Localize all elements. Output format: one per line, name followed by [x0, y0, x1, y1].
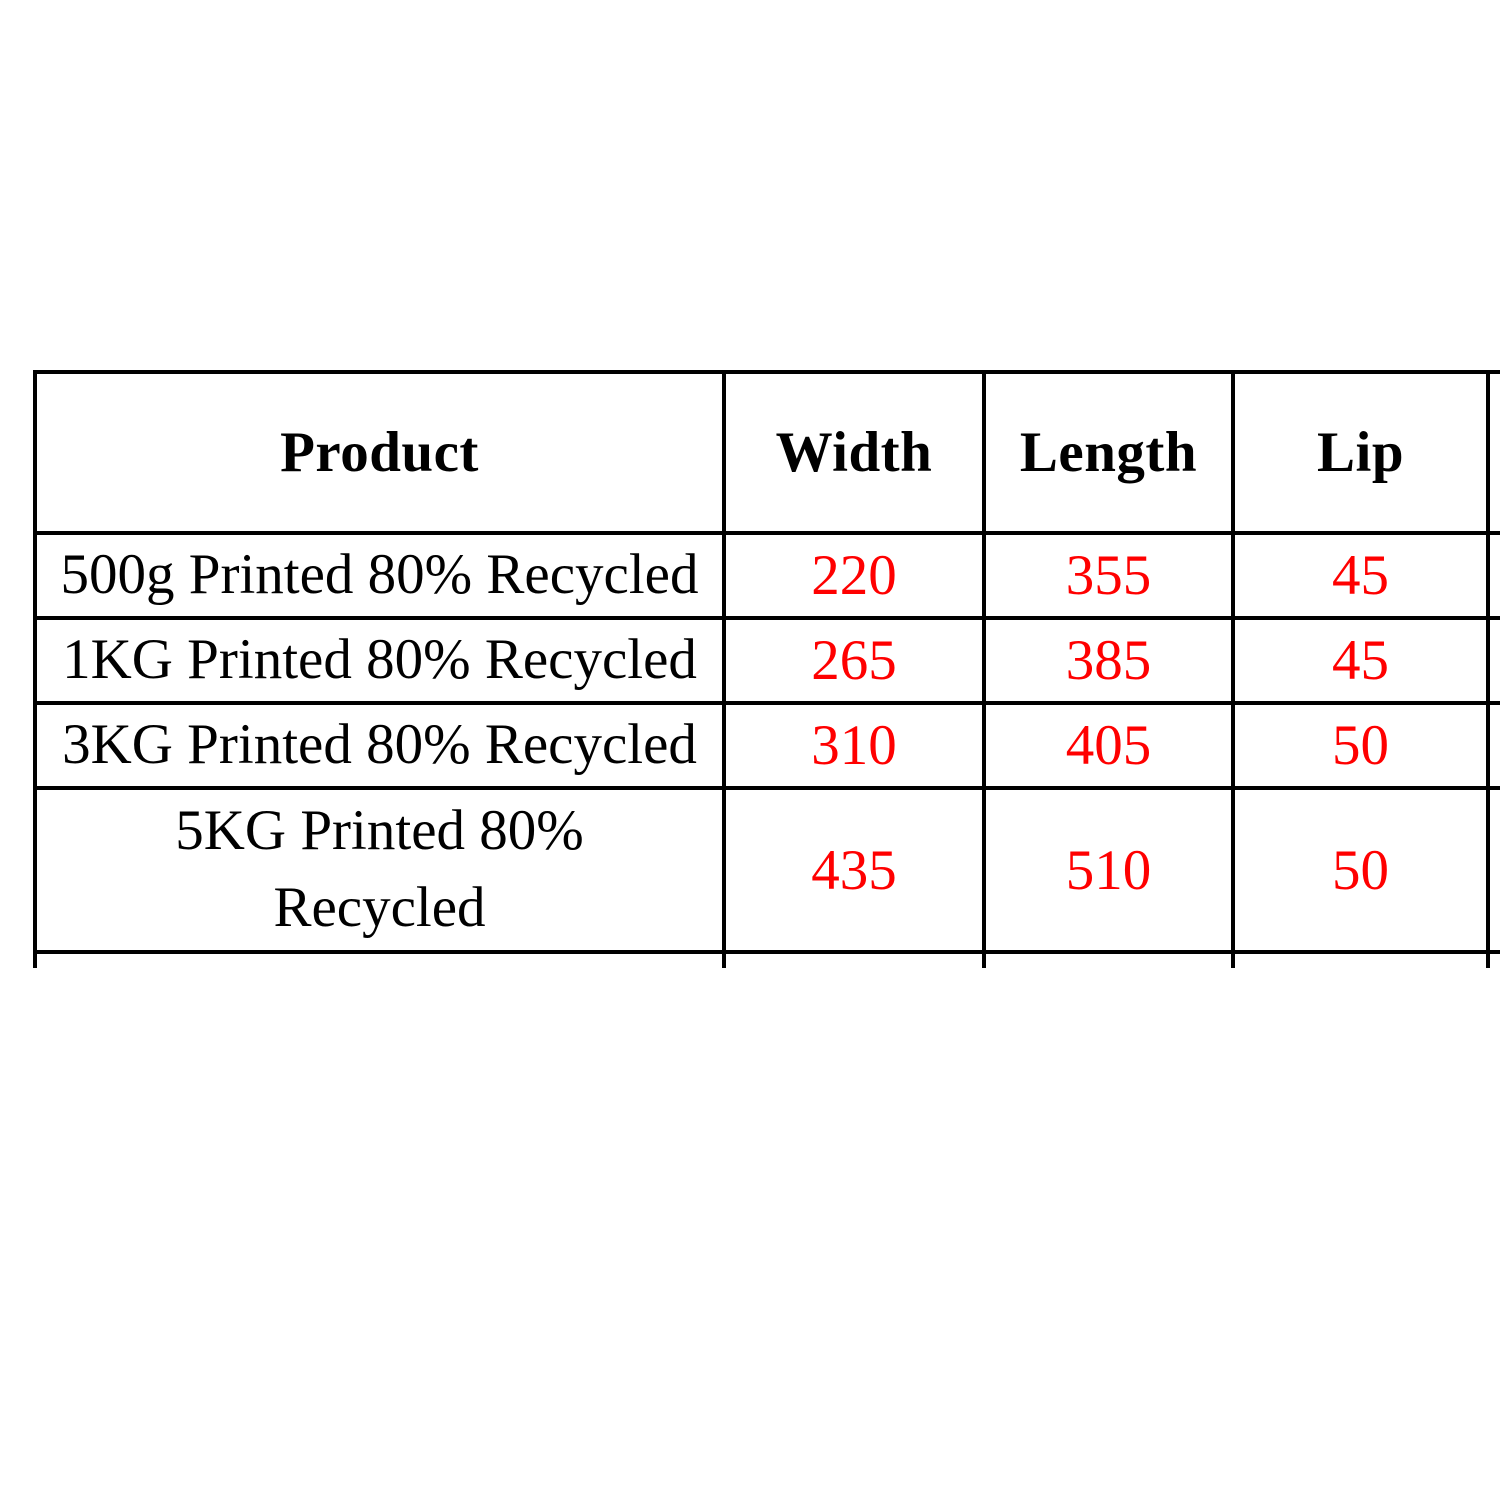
width-value-cell: 265 — [722, 616, 986, 705]
width-value-cell: 435 — [722, 786, 986, 954]
length-value-cell: 405 — [982, 701, 1235, 790]
empty-cell — [982, 950, 1235, 968]
product-name-cell: 5KG Printed 80% Recycled — [33, 786, 726, 954]
length-value-cell: 385 — [982, 616, 1235, 705]
cutoff-cell — [1486, 786, 1500, 954]
width-value-cell: 310 — [722, 701, 986, 790]
table-row-1kg: 1KG Printed 80% Recycled 265 385 45 — [33, 616, 1500, 705]
lip-value-cell: 50 — [1231, 701, 1490, 790]
table-viewport: Product Width Length Lip 500g Printed 80… — [33, 370, 1500, 968]
product-name-cell: 1KG Printed 80% Recycled — [33, 616, 726, 705]
product-name-cell: 3KG Printed 80% Recycled — [33, 701, 726, 790]
header-cell-width: Width — [722, 370, 986, 535]
lip-value-cell: 45 — [1231, 616, 1490, 705]
length-value-cell: 510 — [982, 786, 1235, 954]
product-dimensions-table: Product Width Length Lip 500g Printed 80… — [33, 370, 1500, 968]
empty-cell — [722, 950, 986, 968]
table-row-500g: 500g Printed 80% Recycled 220 355 45 — [33, 531, 1500, 620]
header-cell-product: Product — [33, 370, 726, 535]
empty-cell — [1486, 950, 1500, 968]
table-row-3kg: 3KG Printed 80% Recycled 310 405 50 — [33, 701, 1500, 790]
length-value-cell: 355 — [982, 531, 1235, 620]
partial-cutoff-row — [33, 950, 1500, 968]
width-value-cell: 220 — [722, 531, 986, 620]
cutoff-cell — [1486, 616, 1500, 705]
header-cell-cutoff — [1486, 370, 1500, 535]
lip-value-cell: 45 — [1231, 531, 1490, 620]
header-cell-length: Length — [982, 370, 1235, 535]
header-cell-lip: Lip — [1231, 370, 1490, 535]
empty-cell — [33, 950, 726, 968]
table-row-5kg: 5KG Printed 80% Recycled 435 510 50 — [33, 786, 1500, 954]
product-name-cell: 500g Printed 80% Recycled — [33, 531, 726, 620]
table-header-row: Product Width Length Lip — [33, 370, 1500, 535]
cutoff-cell — [1486, 701, 1500, 790]
lip-value-cell: 50 — [1231, 786, 1490, 954]
cutoff-cell — [1486, 531, 1500, 620]
empty-cell — [1231, 950, 1490, 968]
